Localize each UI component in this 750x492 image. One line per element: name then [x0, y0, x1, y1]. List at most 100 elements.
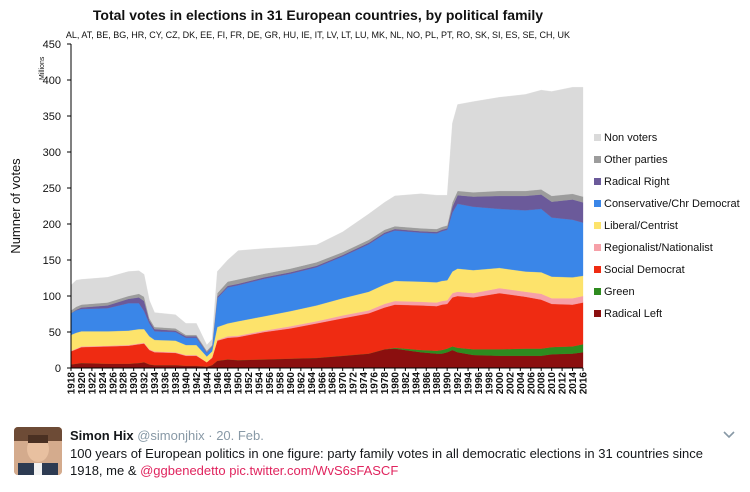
x-tick-label: 1992 — [453, 372, 464, 395]
legend-swatch — [594, 222, 601, 229]
legend-swatch — [594, 266, 601, 273]
x-tick-label: 1982 — [401, 372, 412, 395]
legend-label: Radical Right — [604, 176, 669, 188]
tweet-date[interactable]: 20. Feb. — [216, 428, 264, 443]
x-tick-label: 1980 — [390, 372, 401, 395]
area-non-voters — [70, 87, 584, 351]
x-tick-label: 1990 — [443, 372, 454, 395]
legend-swatch — [594, 178, 601, 185]
chart-subtitle: AL, AT, BE, BG, HR, CY, CZ, DK, EE, FI, … — [66, 30, 570, 40]
legend-swatch — [594, 310, 601, 317]
legend-label: Liberal/Centrist — [604, 220, 678, 232]
mention-link[interactable]: @ggbenedetto — [140, 463, 226, 478]
profile-photo-icon — [14, 427, 62, 475]
x-tick-label: 1958 — [276, 372, 287, 395]
header-separator: · — [208, 428, 213, 443]
legend-swatch — [594, 288, 601, 295]
y-tick-label: 100 — [43, 291, 61, 303]
stacked-area-chart: Total votes in elections in 31 European … — [8, 7, 740, 394]
x-tick-label: 1932 — [140, 372, 151, 395]
x-tick-label: 1936 — [161, 372, 172, 395]
y-tick-label: 0 — [55, 363, 61, 375]
x-tick-label: 2014 — [568, 372, 579, 395]
legend-label: Conservative/Chr Democrat — [604, 198, 740, 210]
y-tick-label: 200 — [43, 219, 61, 231]
x-tick-label: 1938 — [171, 372, 182, 395]
x-tick-label: 1970 — [338, 372, 349, 395]
x-tick-label: 1918 — [67, 372, 78, 395]
y-tick-label: 350 — [43, 111, 61, 123]
x-tick-label: 2012 — [558, 372, 569, 395]
x-tick-label: 1948 — [223, 372, 234, 395]
x-tick-label: 1934 — [150, 372, 161, 395]
legend-swatch — [594, 200, 601, 207]
x-tick-label: 1928 — [119, 372, 130, 395]
legend-label: Radical Left — [604, 308, 662, 320]
legend-label: Non voters — [604, 132, 658, 144]
x-tick-label: 1950 — [234, 372, 245, 395]
tweet-header: Simon Hix @simonjhix · 20. Feb. — [70, 428, 264, 443]
x-tick-label: 1940 — [181, 372, 192, 395]
y-tick-label: 450 — [43, 39, 61, 51]
pic-link[interactable]: pic.twitter.com/WvS6sFASCF — [229, 463, 399, 478]
x-tick-label: 1988 — [432, 372, 443, 395]
legend-swatch — [594, 156, 601, 163]
x-tick-label: 1996 — [474, 372, 485, 395]
x-tick-label: 2006 — [526, 372, 537, 395]
x-tick-label: 1924 — [98, 372, 109, 395]
x-tick-label: 1922 — [87, 372, 98, 395]
y-axis-label: Numner of votes — [8, 158, 23, 254]
x-tick-label: 1964 — [307, 372, 318, 395]
x-tick-label: 1944 — [202, 372, 213, 395]
avatar[interactable] — [14, 427, 62, 475]
author-handle[interactable]: @simonjhix — [137, 428, 205, 443]
x-tick-label: 1972 — [349, 372, 360, 395]
x-tick-label: 1942 — [192, 372, 203, 395]
x-tick-label: 1952 — [244, 372, 255, 395]
x-tick-label: 1930 — [129, 372, 140, 395]
tweet[interactable]: Simon Hix @simonjhix · 20. Feb. 100 year… — [0, 420, 750, 492]
legend-swatch — [594, 244, 601, 251]
y-tick-label: 150 — [43, 255, 61, 267]
legend-label: Social Democrat — [604, 264, 685, 276]
y-tick-label: 300 — [43, 147, 61, 159]
x-tick-label: 1960 — [286, 372, 297, 395]
y-unit-label: Millions — [39, 56, 46, 80]
x-tick-label: 2016 — [579, 372, 590, 395]
x-tick-label: 1946 — [213, 372, 224, 395]
area-layers — [70, 87, 584, 369]
legend-swatch — [594, 134, 601, 141]
tweet-text: 100 years of European politics in one fi… — [70, 445, 730, 479]
x-tick-label: 1926 — [108, 372, 119, 395]
x-tick-label: 1954 — [255, 372, 266, 395]
tweet-body: 100 years of European politics in one fi… — [70, 446, 703, 478]
author-name[interactable]: Simon Hix — [70, 428, 134, 443]
x-tick-label: 1984 — [411, 372, 422, 395]
x-tick-label: 2004 — [516, 372, 527, 395]
x-tick-label: 1974 — [359, 372, 370, 395]
legend: Non voters Other parties Radical Right Cons… — [594, 132, 740, 320]
x-tick-label: 2002 — [505, 372, 516, 395]
chart-title: Total votes in elections in 31 European … — [93, 7, 543, 23]
x-tick-label: 2008 — [537, 372, 548, 395]
x-tick-label: 1978 — [380, 372, 391, 395]
chevron-down-icon[interactable] — [722, 430, 736, 440]
x-tick-label: 1976 — [370, 372, 381, 395]
y-tick-label: 50 — [49, 327, 61, 339]
x-tick-label: 1994 — [464, 372, 475, 395]
x-tick-label: 1966 — [317, 372, 328, 395]
x-tick-label: 1962 — [296, 372, 307, 395]
legend-label: Regionalist/Nationalist — [604, 242, 713, 254]
x-tick-label: 1920 — [77, 372, 88, 395]
x-tick-label: 1986 — [422, 372, 433, 395]
y-tick-label: 250 — [43, 183, 61, 195]
x-tick-label: 1998 — [485, 372, 496, 395]
x-tick-label: 1956 — [265, 372, 276, 395]
x-tick-label: 2000 — [495, 372, 506, 395]
x-tick-label: 1968 — [328, 372, 339, 395]
y-tick-label: 400 — [43, 75, 61, 87]
legend-label: Other parties — [604, 154, 668, 166]
legend-label: Green — [604, 286, 635, 298]
chart: Total votes in elections in 31 European … — [8, 7, 740, 394]
